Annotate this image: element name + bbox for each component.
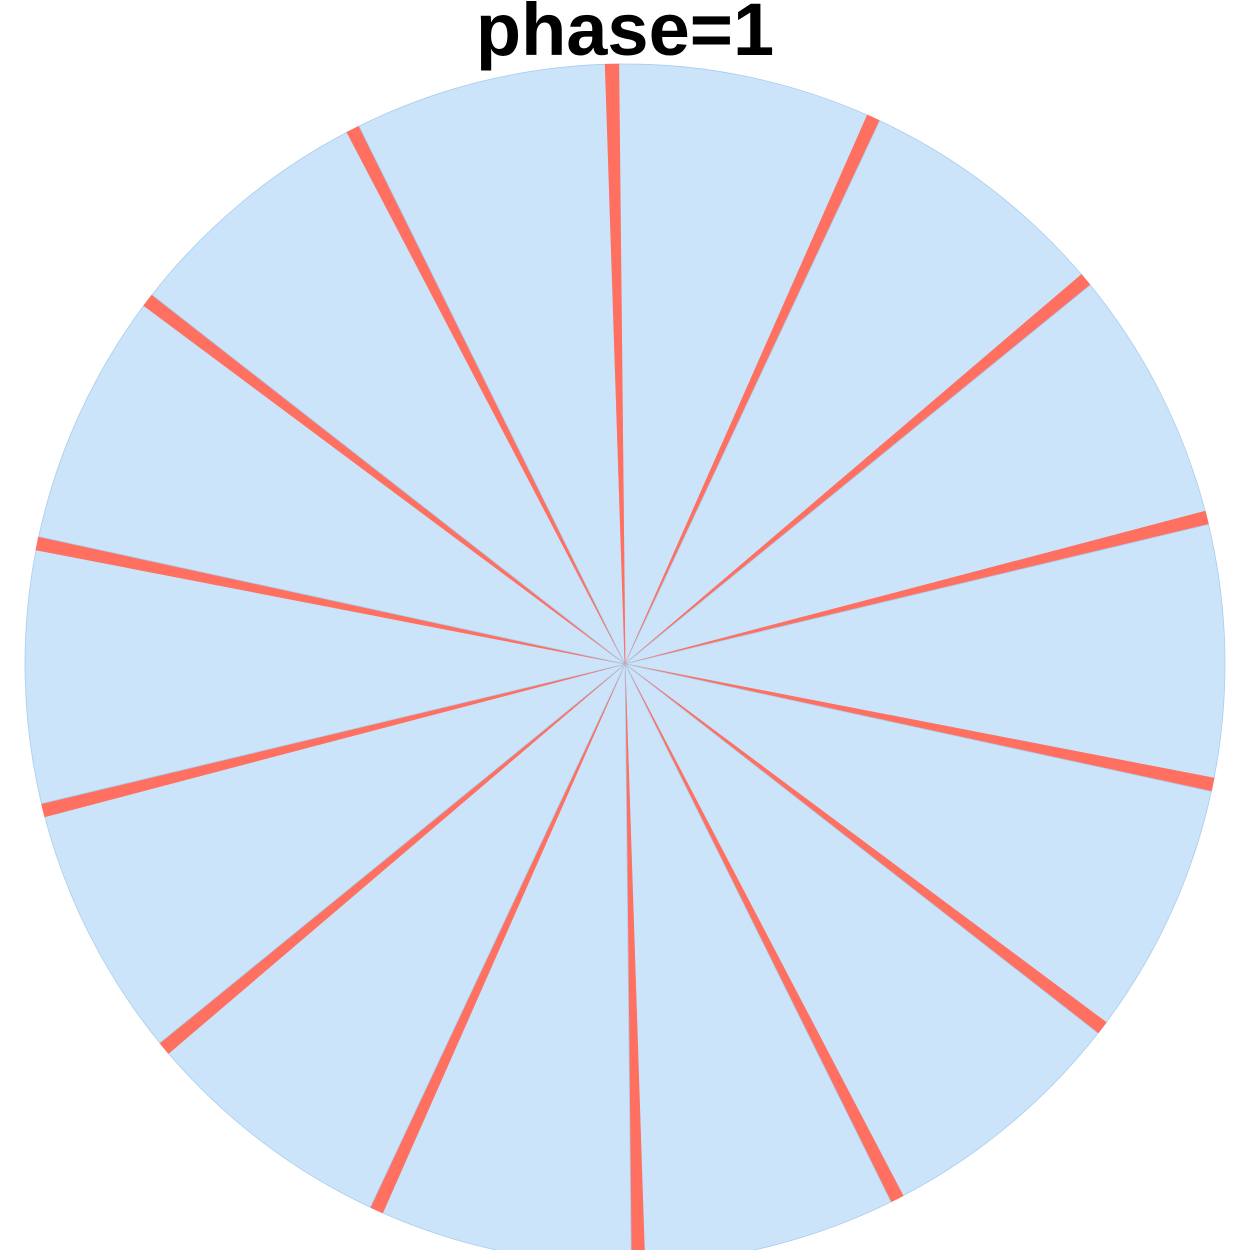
pie-slice-large-16: [168, 663, 626, 1208]
pie-slice-large-2: [624, 120, 1082, 665]
pie-slice-large-12: [624, 663, 892, 1250]
pie-slice-large-8: [624, 663, 1212, 1023]
pie-slice-large-22: [38, 305, 626, 665]
pie-slice-large-0: [618, 63, 868, 665]
pie-slices: [24, 63, 1226, 1250]
pie-slice-large-6: [624, 523, 1226, 779]
pie-slice-large-4: [624, 284, 1206, 665]
pie-slice-large-14: [382, 663, 632, 1250]
pie-slice-large-24: [151, 131, 626, 665]
pie-slice-small-27: [604, 63, 626, 665]
pie-slice-large-18: [44, 663, 626, 1044]
pie-slice-large-10: [624, 663, 1099, 1197]
pie-slice-large-20: [24, 549, 626, 805]
pie-slice-large-26: [358, 63, 626, 665]
chart-title: phase=1: [475, 0, 775, 71]
